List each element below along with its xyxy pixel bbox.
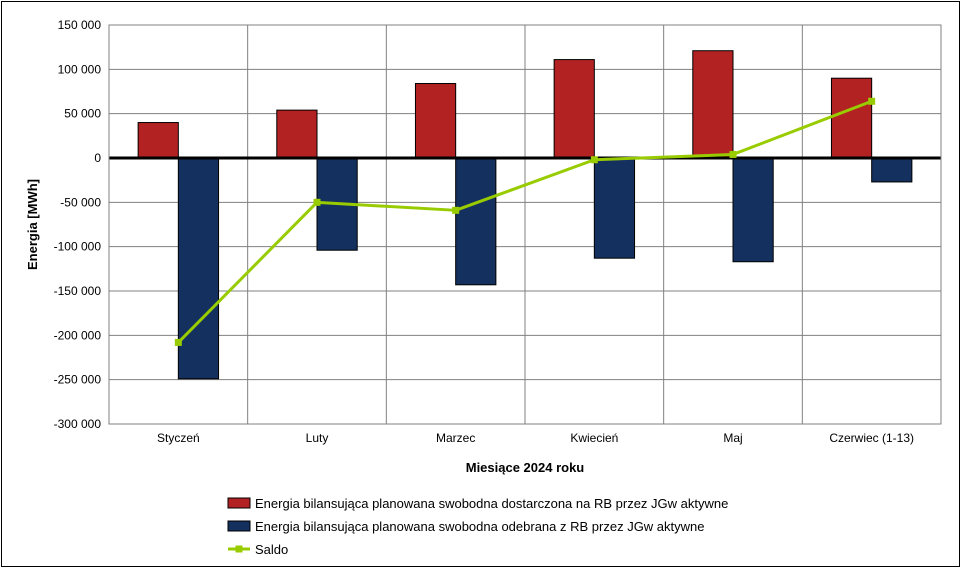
legend-label: Energia bilansująca planowana swobodna d… <box>255 496 728 511</box>
y-tick-label: -150 000 <box>54 284 102 298</box>
x-tick-label: Kwiecień <box>570 431 618 445</box>
bar <box>137 122 179 159</box>
saldo-marker <box>868 97 876 105</box>
y-tick-label: -50 000 <box>60 195 101 209</box>
legend-swatch-marker <box>235 545 243 553</box>
x-tick-label: Luty <box>306 431 329 445</box>
saldo-marker <box>313 198 321 206</box>
saldo-marker <box>729 150 737 158</box>
x-tick-label: Styczeń <box>157 431 200 445</box>
bar <box>732 157 774 263</box>
bar <box>593 157 636 259</box>
y-tick-label: -100 000 <box>54 240 102 254</box>
saldo-line <box>177 99 873 344</box>
bar <box>414 83 457 159</box>
bar <box>692 50 734 159</box>
saldo-line-group <box>174 97 876 346</box>
bar <box>553 59 595 159</box>
y-tick-label: 50 000 <box>64 107 101 121</box>
legend-swatch <box>227 497 251 509</box>
y-tick-label: 150 000 <box>58 18 102 32</box>
x-tick-label: Marzec <box>436 431 475 445</box>
y-tick-label: 100 000 <box>58 62 102 76</box>
x-tick-labels: Styczeń Luty Marzec Kwiecień Maj Czerwiec (1-… <box>157 431 914 445</box>
bar <box>871 157 913 183</box>
bar <box>830 77 873 159</box>
bar <box>455 157 497 286</box>
legend-label: Energia bilansująca planowana swobodna o… <box>255 519 705 534</box>
y-tick-labels: 150 000 100 000 50 000 0 -50 000 -100 000 -150… <box>54 18 102 431</box>
legend: Energia bilansująca planowana swobodna d… <box>227 496 728 557</box>
gridlines <box>109 24 941 425</box>
x-tick-label: Czerwiec (1-13) <box>829 431 914 445</box>
y-tick-label: 0 <box>94 151 101 165</box>
x-axis-title: Miesiące 2024 roku <box>466 460 585 475</box>
y-tick-label: -300 000 <box>54 417 102 431</box>
saldo-marker <box>452 206 460 214</box>
saldo-marker <box>174 338 182 346</box>
y-axis-title: Energia [MWh] <box>25 179 40 270</box>
plot-area <box>108 24 942 425</box>
bar <box>177 157 220 380</box>
bar <box>276 109 318 159</box>
legend-label: Saldo <box>255 542 288 557</box>
saldo-marker <box>590 156 598 164</box>
bars <box>137 50 913 380</box>
y-tick-label: -250 000 <box>54 373 102 387</box>
x-tick-label: Maj <box>723 431 742 445</box>
y-tick-label: -200 000 <box>54 328 102 342</box>
legend-swatch <box>227 520 251 532</box>
